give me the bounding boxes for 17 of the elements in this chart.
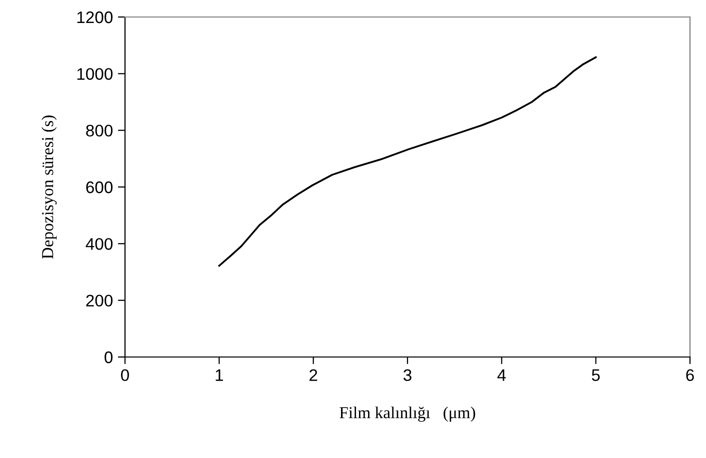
y-axis-title: Depozisyon süresi (s): [42, 116, 57, 259]
x-tick-label: 5: [592, 369, 600, 382]
x-tick-label: 0: [121, 369, 129, 382]
x-tick-label: 1: [216, 369, 223, 381]
x-axis-title: Film kalınlığı (μm): [340, 406, 476, 422]
y-tick-label: 200: [86, 294, 113, 307]
line-series: [218, 56, 597, 267]
y-tick-label: 1200: [77, 11, 113, 24]
y-tick-label: 1000: [77, 68, 113, 80]
y-tick-label: 0: [104, 351, 113, 364]
y-tick-label: 800: [86, 124, 113, 137]
x-tick-label: 3: [404, 369, 412, 382]
x-tick-label: 6: [686, 369, 694, 382]
y-tick-label: 400: [86, 238, 113, 250]
x-tick-label: 2: [310, 369, 318, 381]
y-tick-label: 600: [86, 181, 113, 194]
x-tick-label: 4: [497, 369, 506, 381]
